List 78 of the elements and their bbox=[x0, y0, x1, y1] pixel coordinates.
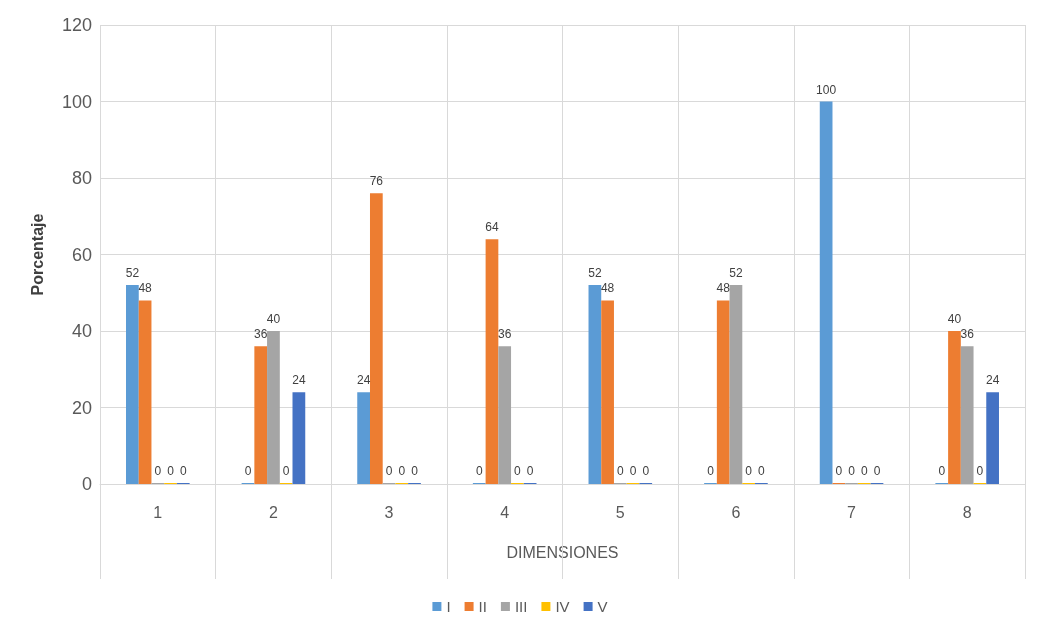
bar bbox=[819, 101, 833, 484]
bar bbox=[369, 193, 383, 484]
y-tick-label: 120 bbox=[61, 15, 92, 35]
legend-label: II bbox=[478, 598, 487, 615]
data-label: 0 bbox=[629, 464, 637, 478]
x-tick-label: 3 bbox=[384, 503, 394, 521]
bar bbox=[267, 331, 280, 484]
bar bbox=[485, 239, 499, 484]
y-tick-label: 80 bbox=[71, 168, 92, 188]
data-label: 0 bbox=[616, 464, 624, 478]
data-label: 48 bbox=[716, 281, 731, 296]
x-tick-label: 1 bbox=[153, 503, 163, 521]
x-tick-label: 2 bbox=[268, 503, 278, 521]
data-label: 0 bbox=[938, 464, 946, 478]
data-label: 24 bbox=[985, 373, 1000, 388]
data-label: 36 bbox=[960, 327, 975, 342]
data-label: 40 bbox=[947, 312, 962, 326]
legend-label: IV bbox=[555, 598, 570, 615]
y-tick-label: 40 bbox=[71, 321, 92, 341]
data-label: 0 bbox=[860, 464, 868, 478]
bar bbox=[716, 300, 730, 484]
data-label: 0 bbox=[411, 464, 419, 478]
data-label: 52 bbox=[125, 266, 140, 281]
bar bbox=[126, 285, 139, 484]
x-tick-label: 8 bbox=[962, 503, 972, 521]
bar bbox=[948, 331, 961, 484]
data-label: 40 bbox=[266, 312, 281, 326]
x-tick-label: 6 bbox=[731, 503, 741, 521]
data-label: 0 bbox=[398, 464, 406, 478]
legend-label: I bbox=[446, 598, 451, 615]
data-label: 0 bbox=[707, 464, 715, 478]
y-tick-label: 100 bbox=[61, 91, 92, 112]
data-label: 36 bbox=[498, 327, 512, 342]
data-label: 24 bbox=[356, 373, 371, 388]
bar bbox=[986, 392, 999, 484]
data-label: 0 bbox=[154, 464, 162, 478]
data-label: 0 bbox=[976, 464, 984, 478]
data-label: 0 bbox=[848, 464, 856, 478]
x-tick-label: 7 bbox=[847, 503, 857, 521]
x-axis-title: DIMENSIONES bbox=[506, 543, 619, 561]
y-tick-label: 60 bbox=[71, 244, 92, 265]
data-label: 0 bbox=[642, 464, 650, 478]
y-tick-label: 20 bbox=[71, 397, 92, 418]
data-label: 100 bbox=[816, 82, 837, 97]
bar bbox=[254, 346, 268, 484]
data-label: 52 bbox=[729, 266, 743, 281]
bar bbox=[138, 300, 152, 484]
y-axis-title: Porcentaje bbox=[28, 213, 46, 296]
data-label: 48 bbox=[600, 281, 615, 296]
data-label: 0 bbox=[167, 464, 175, 478]
bar bbox=[960, 346, 974, 484]
data-label: 0 bbox=[514, 464, 522, 478]
data-label: 0 bbox=[282, 464, 290, 478]
data-label: 0 bbox=[835, 464, 843, 478]
bar bbox=[601, 300, 614, 484]
y-tick-label: 0 bbox=[81, 474, 92, 494]
x-tick-label: 4 bbox=[500, 503, 510, 521]
bar bbox=[357, 392, 370, 484]
legend-label: V bbox=[597, 598, 608, 615]
data-label: 24 bbox=[292, 373, 306, 388]
data-label: 0 bbox=[745, 464, 753, 478]
data-label: 76 bbox=[369, 174, 384, 189]
bar bbox=[498, 346, 512, 484]
data-label: 0 bbox=[526, 464, 534, 478]
x-tick-label: 5 bbox=[615, 503, 625, 521]
data-label: 0 bbox=[244, 464, 252, 478]
data-label: 0 bbox=[873, 464, 881, 478]
data-label: 64 bbox=[485, 220, 499, 235]
data-label: 52 bbox=[588, 266, 602, 281]
legend-label: III bbox=[514, 598, 528, 615]
data-label: 36 bbox=[254, 327, 268, 342]
data-label: 0 bbox=[385, 464, 393, 478]
data-label: 0 bbox=[475, 464, 483, 478]
bar bbox=[588, 285, 602, 484]
data-label: 0 bbox=[758, 464, 766, 478]
bar bbox=[292, 392, 306, 484]
bar bbox=[729, 285, 743, 484]
data-label: 0 bbox=[179, 464, 187, 478]
